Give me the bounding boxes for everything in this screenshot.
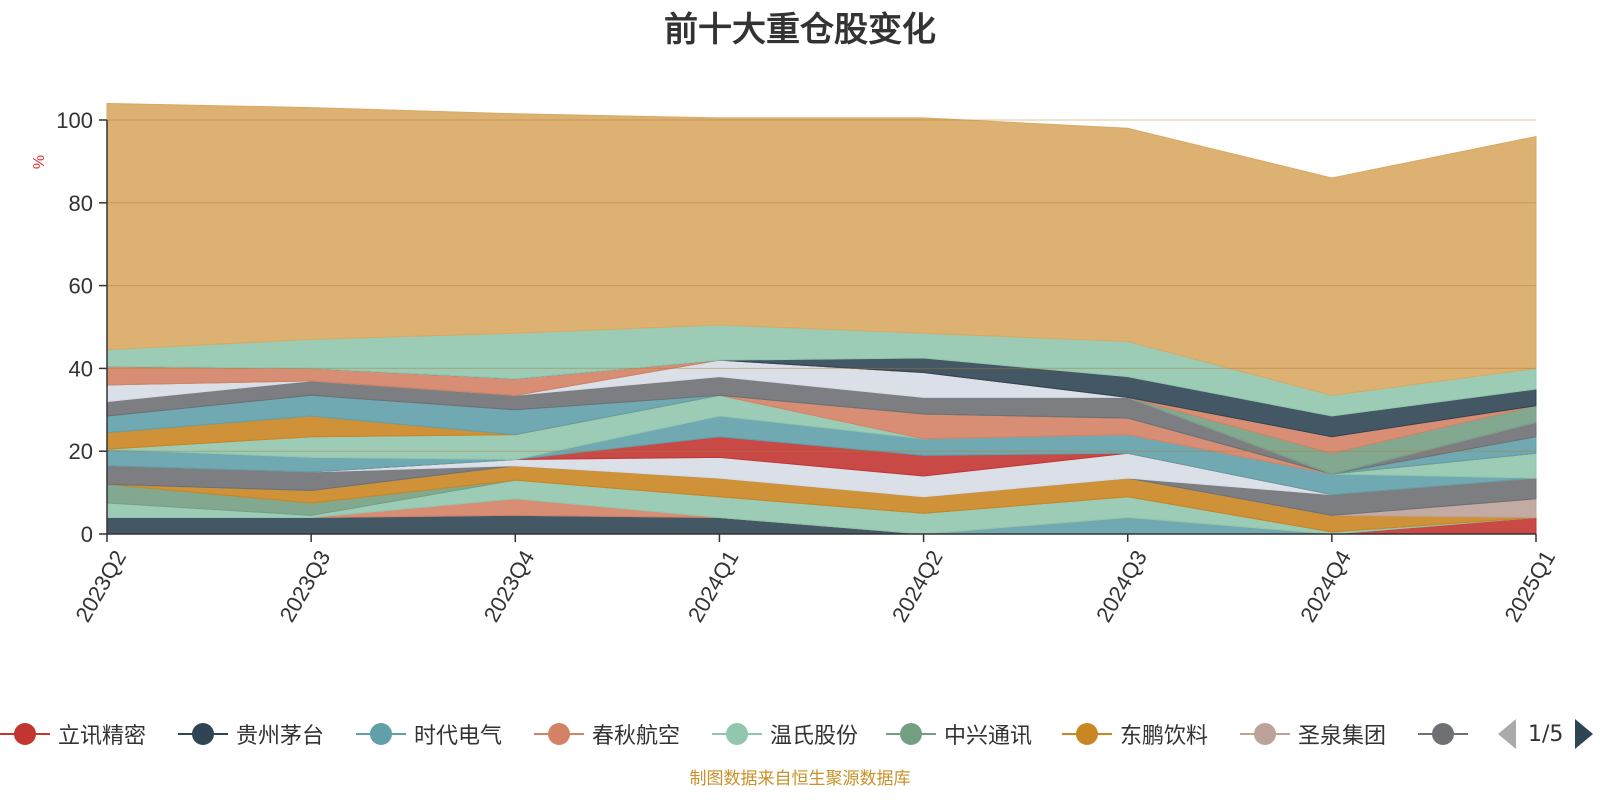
plot-areas	[106, 102, 1537, 535]
area-chart: 0 20 40 60 80 100 2023Q2 2023Q3 2023Q4 2024Q1 2024…	[31, 102, 1560, 626]
x-tick-label: 2024Q1	[683, 546, 744, 626]
legend-label: 时代电气	[414, 724, 503, 749]
legend-item[interactable]: 立讯精密	[0, 712, 146, 756]
y-tick-label: 80	[69, 191, 93, 216]
legend-label: 立讯精密	[58, 724, 147, 749]
x-tick-label: 2024Q4	[1295, 546, 1356, 626]
legend-item[interactable]: 春秋航空	[534, 712, 680, 756]
y-tick-label: 60	[69, 274, 93, 299]
legend: 立讯精密 贵州茅台 时代电气 春秋航空 温氏股份 中兴通讯 东鹏饮料 圣泉集团	[0, 712, 1480, 756]
legend-marker-icon	[356, 712, 406, 756]
y-tick-label: 40	[69, 356, 93, 381]
legend-pager: 1/5	[1498, 716, 1594, 752]
legend-marker-icon	[1418, 712, 1468, 756]
legend-label: 贵州茅台	[236, 724, 325, 749]
legend-prev-page-icon[interactable]	[1498, 719, 1516, 749]
legend-item[interactable]: 温氏股份	[712, 712, 858, 756]
grid-lines	[107, 119, 1536, 452]
legend-marker-icon	[178, 712, 228, 756]
x-tick-label: 2025Q1	[1499, 546, 1560, 626]
legend-label: 春秋航空	[592, 724, 681, 749]
y-tick-label: 0	[81, 522, 93, 547]
legend-marker-icon	[534, 712, 584, 756]
legend-label: 东鹏饮料	[1120, 724, 1209, 749]
legend-page-indicator: 1/5	[1528, 721, 1564, 747]
legend-marker-icon	[712, 712, 762, 756]
y-tick-label: 20	[69, 439, 93, 464]
chart-title: 前十大重仓股变化	[664, 10, 936, 50]
legend-label: 中兴通讯	[944, 724, 1033, 749]
area-series-23[interactable]	[106, 102, 1537, 396]
x-tick-label: 2024Q3	[1091, 546, 1152, 626]
source-note: 制图数据来自恒生聚源数据库	[689, 769, 911, 789]
legend-label: 圣泉集团	[1298, 724, 1387, 749]
legend-next-page-icon[interactable]	[1575, 719, 1594, 749]
legend-item[interactable]: 东鹏饮料	[1062, 712, 1208, 756]
y-tick-label: 100	[56, 108, 93, 133]
legend-marker-icon	[0, 712, 50, 756]
legend-marker-icon	[886, 712, 936, 756]
legend-item[interactable]: 贵州茅台	[178, 712, 324, 756]
x-tick-label: 2023Q3	[275, 546, 336, 626]
legend-item[interactable]: 中兴通讯	[886, 712, 1032, 756]
legend-marker-icon	[1062, 712, 1112, 756]
legend-item[interactable]: 时代电气	[356, 712, 502, 756]
legend-item[interactable]: 圣泉集团	[1240, 712, 1386, 756]
x-tick-label: 2023Q4	[479, 546, 540, 626]
axes	[99, 119, 1537, 542]
x-tick-label: 2024Q2	[887, 546, 948, 626]
legend-label: 温氏股份	[770, 724, 859, 749]
y-axis-unit: %	[31, 155, 48, 169]
x-tick-label: 2023Q2	[70, 546, 131, 626]
legend-marker-icon	[1240, 712, 1290, 756]
legend-item[interactable]	[1418, 712, 1476, 756]
